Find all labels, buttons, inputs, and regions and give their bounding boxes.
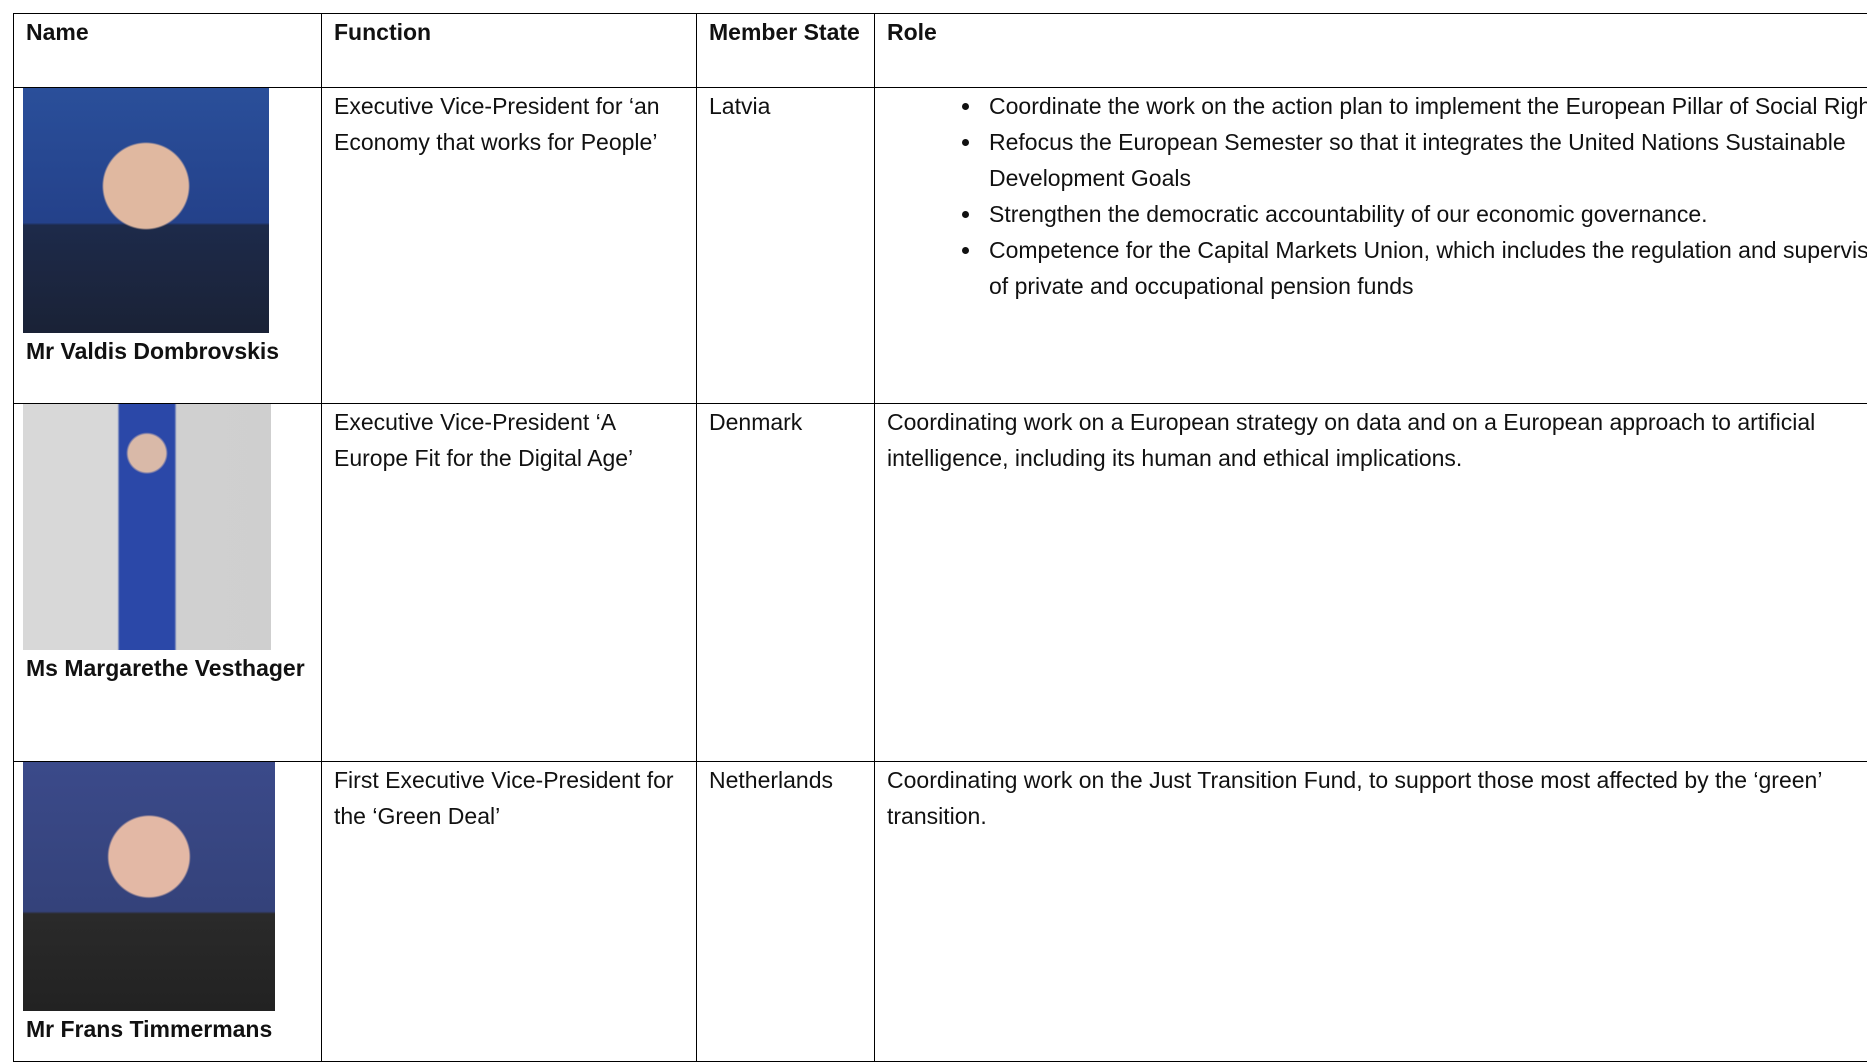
role-cell: Coordinating work on a European strategy…	[875, 404, 1867, 762]
table-row: Mr Valdis Dombrovskis Executive Vice-Pres…	[14, 88, 1867, 404]
column-header: Function	[322, 14, 697, 88]
function-cell: Executive Vice-President ‘A Europe Fit f…	[322, 404, 697, 762]
photo	[23, 88, 269, 333]
role-list: Coordinate the work on the action plan t…	[887, 88, 1867, 304]
photo	[23, 404, 271, 650]
role-cell: Coordinate the work on the action plan t…	[875, 88, 1867, 404]
name-cell: Ms Margarethe Vesthager	[14, 404, 322, 762]
role-text: Coordinating work on a European strategy…	[887, 404, 1867, 476]
person-name: Mr Valdis Dombrovskis	[26, 333, 309, 369]
member-state-cell: Netherlands	[697, 762, 875, 1062]
role-item: Competence for the Capital Markets Union…	[983, 232, 1867, 304]
member-state-cell: Latvia	[697, 88, 875, 404]
person-name: Ms Margarethe Vesthager	[26, 650, 309, 686]
role-item: Refocus the European Semester so that it…	[983, 124, 1867, 196]
role-item: Coordinate the work on the action plan t…	[983, 88, 1867, 124]
name-cell: Mr Frans Timmermans	[14, 762, 322, 1062]
member-state-cell: Denmark	[697, 404, 875, 762]
name-cell: Mr Valdis Dombrovskis	[14, 88, 322, 404]
column-header: Role	[875, 14, 1867, 88]
table-row: Ms Margarethe Vesthager Executive Vice-Pr…	[14, 404, 1867, 762]
role-cell: Coordinating work on the Just Transition…	[875, 762, 1867, 1062]
function-cell: First Executive Vice-President for the ‘…	[322, 762, 697, 1062]
column-header: Member State	[697, 14, 875, 88]
role-text: Coordinating work on the Just Transition…	[887, 762, 1867, 834]
function-cell: Executive Vice-President for ‘an Economy…	[322, 88, 697, 404]
role-item: Strengthen the democratic accountability…	[983, 196, 1867, 232]
photo	[23, 762, 275, 1011]
column-header: Name	[14, 14, 322, 88]
